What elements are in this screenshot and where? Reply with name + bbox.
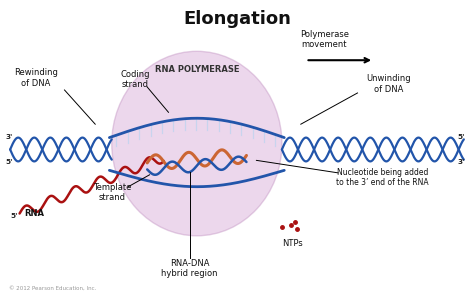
Text: NTPs: NTPs	[283, 239, 303, 248]
Text: 5': 5'	[10, 213, 18, 219]
Text: Unwinding
of DNA: Unwinding of DNA	[366, 74, 410, 94]
Ellipse shape	[112, 51, 282, 236]
Text: 3': 3'	[6, 134, 13, 140]
Text: RNA-DNA
hybrid region: RNA-DNA hybrid region	[162, 259, 218, 278]
Text: Elongation: Elongation	[183, 10, 291, 28]
Text: Nucleotide being added
to the 3’ end of the RNA: Nucleotide being added to the 3’ end of …	[336, 168, 429, 187]
Text: Coding
strand: Coding strand	[121, 70, 150, 89]
Text: RNA POLYMERASE: RNA POLYMERASE	[155, 65, 239, 74]
Text: © 2012 Pearson Education, Inc.: © 2012 Pearson Education, Inc.	[9, 286, 97, 291]
Text: Rewinding
of DNA: Rewinding of DNA	[14, 68, 58, 88]
Text: 5': 5'	[6, 159, 13, 165]
Text: 5': 5'	[458, 134, 465, 140]
Text: Template
strand: Template strand	[92, 183, 131, 202]
Text: Polymerase
movement: Polymerase movement	[300, 30, 349, 49]
Text: RNA: RNA	[25, 209, 45, 218]
Text: 3': 3'	[458, 159, 465, 165]
